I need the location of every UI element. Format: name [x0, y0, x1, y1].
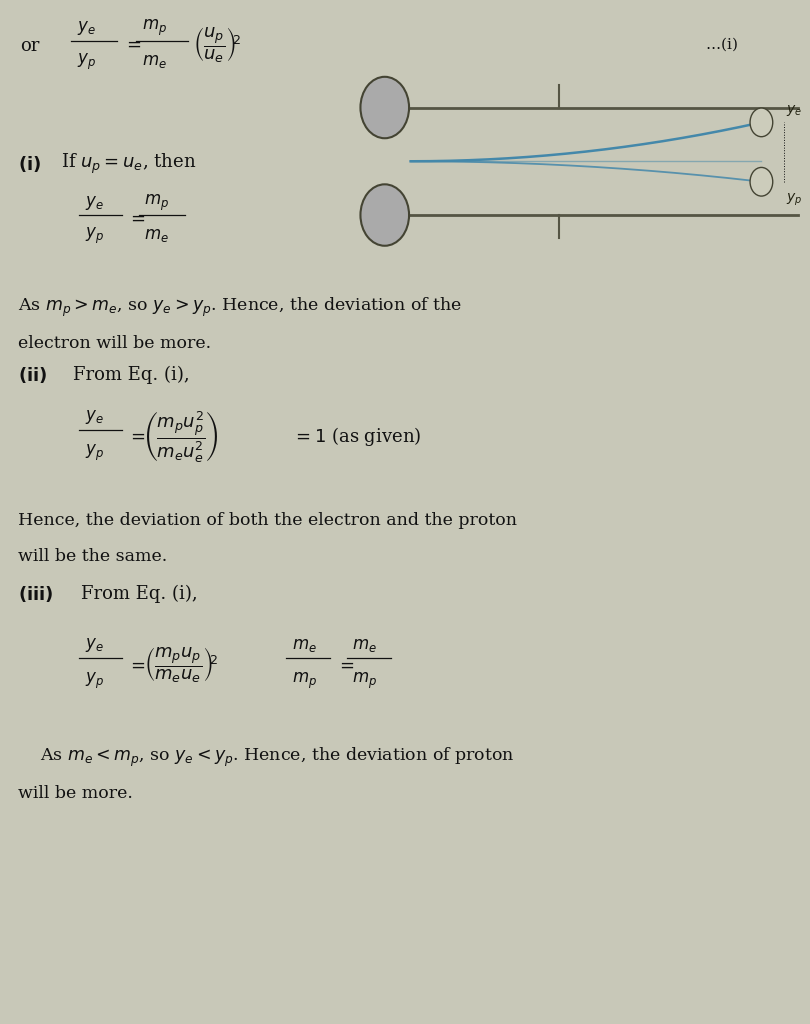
Text: $=$: $=$: [336, 655, 355, 674]
Text: If $u_p = u_e$, then: If $u_p = u_e$, then: [61, 152, 196, 176]
Text: $y_p$: $y_p$: [85, 671, 104, 691]
Text: $y_e$: $y_e$: [85, 408, 104, 426]
Text: will be more.: will be more.: [18, 785, 133, 802]
Text: $m_p$: $m_p$: [144, 193, 169, 213]
Text: $y_p$: $y_p$: [85, 442, 104, 463]
Text: As $m_p > m_e$, so $y_e > y_p$. Hence, the deviation of the: As $m_p > m_e$, so $y_e > y_p$. Hence, t…: [18, 296, 462, 318]
Text: $m_e$: $m_e$: [292, 637, 317, 653]
Text: $\ldots$(i): $\ldots$(i): [705, 35, 738, 53]
Text: $=$: $=$: [127, 209, 146, 227]
Text: $m_p$: $m_p$: [142, 17, 167, 38]
Text: $-$: $-$: [376, 204, 394, 226]
Text: $y_e$: $y_e$: [786, 102, 802, 118]
Text: As $m_e < m_p$, so $y_e < y_p$. Hence, the deviation of proton: As $m_e < m_p$, so $y_e < y_p$. Hence, t…: [18, 746, 514, 769]
Text: $m_e$: $m_e$: [142, 53, 167, 70]
Text: $m_e$: $m_e$: [144, 227, 169, 244]
Text: $\mathbf{(iii)}$: $\mathbf{(iii)}$: [18, 584, 53, 604]
Text: $m_e$: $m_e$: [352, 637, 377, 653]
Text: $=$: $=$: [127, 427, 146, 445]
Text: $y_p$: $y_p$: [85, 225, 104, 246]
Text: $\left(\dfrac{u_p}{u_e}\right)^{\!\!2}$: $\left(\dfrac{u_p}{u_e}\right)^{\!\!2}$: [193, 25, 241, 63]
Circle shape: [360, 184, 409, 246]
Text: From Eq. (i),: From Eq. (i),: [81, 585, 198, 603]
Text: $y_e$: $y_e$: [85, 194, 104, 212]
Circle shape: [750, 167, 773, 197]
Text: $= 1$ (as given): $= 1$ (as given): [292, 425, 421, 447]
Text: will be the same.: will be the same.: [18, 548, 167, 564]
Text: $y_e$: $y_e$: [85, 636, 104, 654]
Text: From Eq. (i),: From Eq. (i),: [73, 366, 190, 384]
Text: electron will be more.: electron will be more.: [18, 335, 211, 351]
Text: $\left(\dfrac{m_p u_p^2}{m_e u_e^2}\right)$: $\left(\dfrac{m_p u_p^2}{m_e u_e^2}\righ…: [144, 409, 219, 464]
Circle shape: [360, 77, 409, 138]
Text: $m_p$: $m_p$: [292, 671, 317, 691]
Text: $y_p$: $y_p$: [786, 193, 802, 208]
Text: Hence, the deviation of both the electron and the proton: Hence, the deviation of both the electro…: [18, 512, 517, 528]
Text: $=$: $=$: [123, 35, 142, 53]
Text: $y_p$: $y_p$: [77, 51, 96, 72]
Text: $\left(\dfrac{m_p u_p}{m_e u_e}\right)^{\!\!2}$: $\left(\dfrac{m_p u_p}{m_e u_e}\right)^{…: [144, 645, 219, 684]
Text: +: +: [377, 98, 393, 117]
Text: $\mathbf{(i)}$: $\mathbf{(i)}$: [18, 154, 41, 174]
Text: $y_e$: $y_e$: [77, 18, 96, 37]
Text: or: or: [20, 37, 40, 55]
Text: $m_p$: $m_p$: [352, 671, 377, 691]
Text: $=$: $=$: [127, 655, 146, 674]
Text: $\mathbf{(ii)}$: $\mathbf{(ii)}$: [18, 365, 47, 385]
Circle shape: [750, 108, 773, 136]
